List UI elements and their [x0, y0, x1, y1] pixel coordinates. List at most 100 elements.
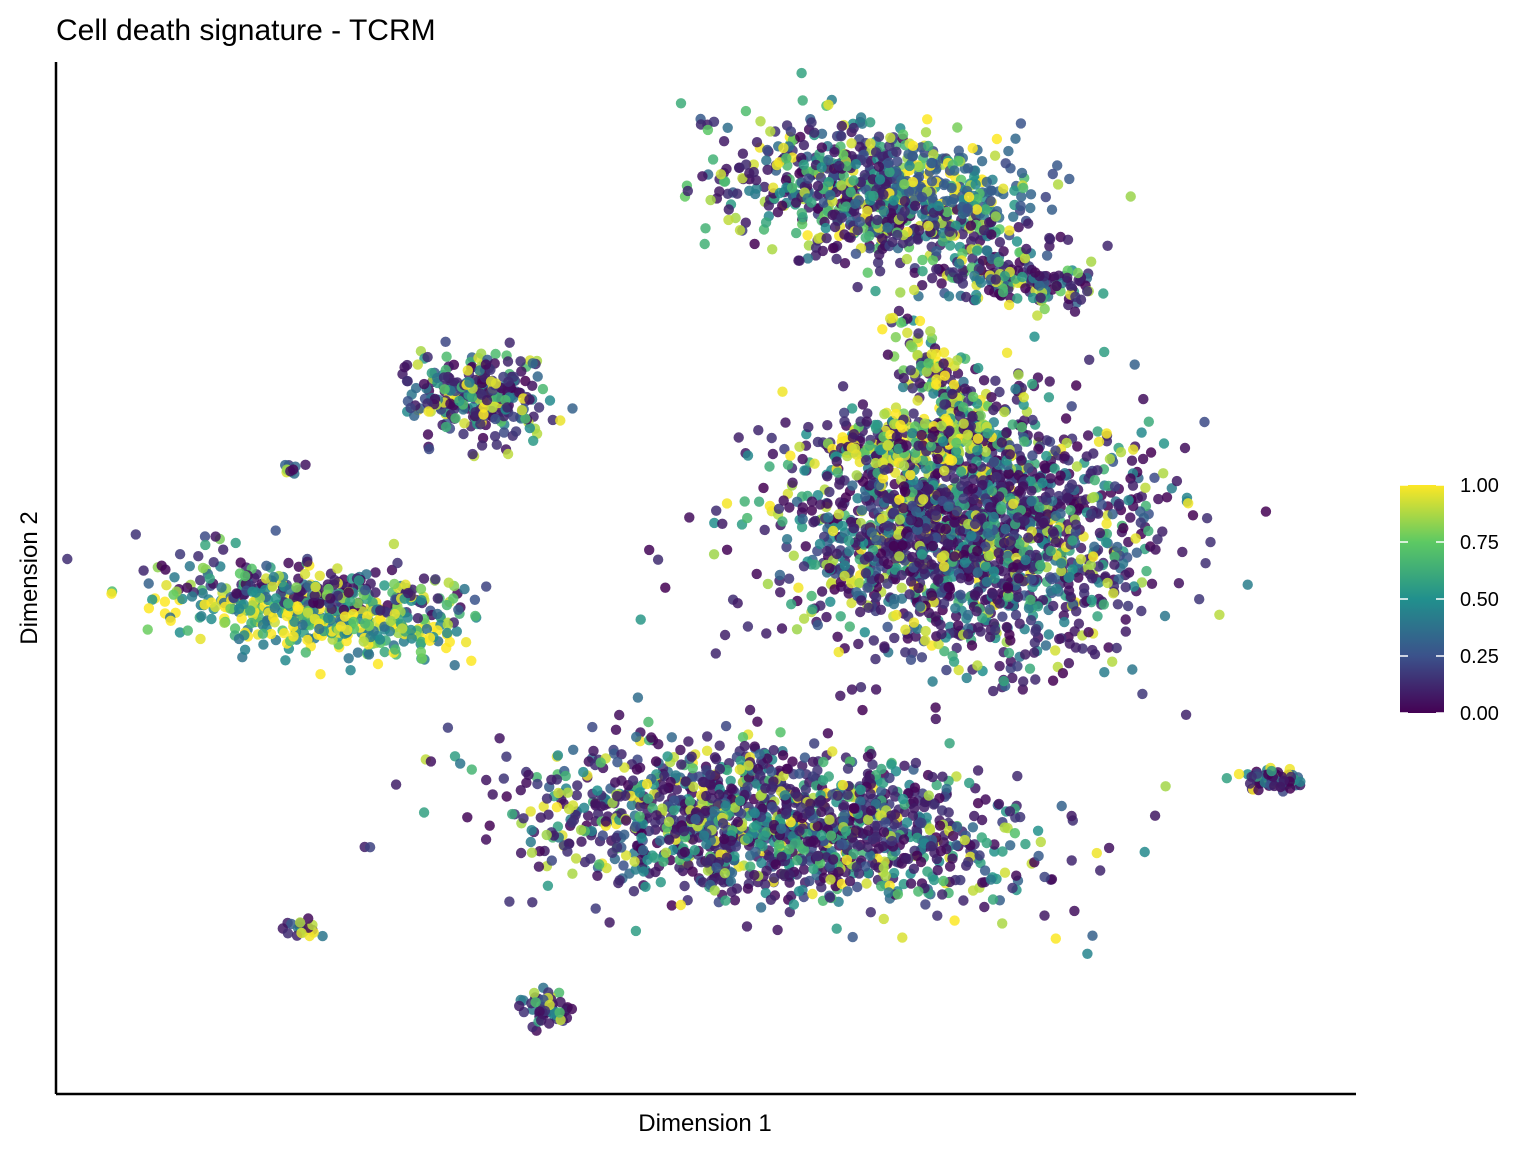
cell-point: [1051, 280, 1062, 292]
cell-point: [1183, 498, 1194, 509]
cell-point: [1120, 582, 1131, 593]
cell-point: [314, 570, 325, 581]
cell-point: [742, 621, 754, 632]
cell-point: [862, 205, 873, 217]
cell-point: [829, 221, 841, 233]
cell-point: [165, 615, 176, 626]
cell-point: [1026, 496, 1037, 507]
cell-point: [862, 408, 873, 419]
cell-point: [874, 573, 885, 584]
cell-point: [1047, 168, 1059, 180]
cell-point: [1143, 416, 1155, 427]
cell-point: [652, 554, 664, 565]
cell-point: [998, 675, 1010, 687]
cell-point: [370, 587, 381, 598]
cell-point: [970, 179, 981, 190]
cell-point: [926, 559, 937, 570]
cell-point: [210, 601, 221, 613]
cell-point: [850, 159, 862, 170]
cell-point: [470, 610, 481, 622]
cell-point: [524, 394, 535, 405]
cell-point: [997, 287, 1009, 298]
cell-point: [1051, 583, 1062, 594]
cell-point: [895, 419, 906, 431]
cell-point: [916, 192, 928, 203]
cell-point: [168, 589, 179, 600]
cell-point: [1052, 160, 1063, 171]
cell-point: [707, 154, 719, 165]
cell-point: [856, 505, 868, 516]
cell-point: [809, 738, 820, 749]
cell-point: [106, 588, 117, 599]
cell-point: [1087, 573, 1098, 584]
cell-point: [787, 477, 798, 488]
cell-point: [931, 264, 942, 275]
cell-point: [1016, 422, 1027, 433]
cell-point: [415, 646, 427, 658]
cell-point: [1150, 544, 1161, 555]
cell-point: [786, 599, 797, 610]
cell-point: [1089, 475, 1101, 486]
cell-point: [831, 456, 842, 467]
cell-point: [714, 186, 725, 197]
cell-point: [1064, 571, 1075, 583]
cell-point: [759, 524, 770, 536]
cell-point: [1199, 416, 1210, 428]
cell-point: [818, 197, 830, 208]
cell-point: [323, 612, 334, 624]
cell-point: [1035, 292, 1046, 303]
cell-point: [967, 143, 978, 154]
cell-point: [193, 551, 204, 562]
cell-point: [855, 112, 867, 123]
cell-point: [422, 351, 433, 363]
cell-point: [415, 583, 427, 595]
cell-point: [195, 633, 206, 645]
cell-point: [737, 148, 749, 159]
cell-point: [813, 233, 824, 244]
cell-point: [868, 635, 879, 646]
cell-point: [984, 217, 995, 228]
cell-point: [292, 604, 304, 615]
cell-point: [412, 359, 423, 370]
cell-point: [683, 736, 694, 747]
cell-point: [907, 428, 918, 439]
cell-point: [760, 217, 772, 228]
cell-point: [930, 702, 941, 713]
cell-point: [944, 738, 955, 749]
cell-point: [618, 860, 629, 871]
cell-point: [740, 105, 752, 117]
cell-point: [1138, 393, 1149, 405]
cell-point: [1101, 436, 1113, 447]
cell-point: [1000, 523, 1011, 535]
cell-point: [310, 581, 321, 593]
cell-point: [938, 347, 950, 358]
cell-point: [1118, 523, 1129, 534]
cell-point: [970, 294, 981, 306]
cell-point: [182, 625, 193, 636]
cell-point: [950, 603, 961, 614]
cell-point: [644, 544, 655, 556]
cell-point: [943, 501, 954, 512]
cell-point: [835, 690, 846, 701]
cell-point: [1161, 492, 1173, 503]
cell-point: [1101, 537, 1112, 548]
cell-point: [946, 182, 957, 194]
cell-point: [973, 362, 984, 374]
cell-point: [799, 465, 810, 476]
cell-point: [773, 503, 785, 514]
cell-point: [527, 380, 538, 391]
cell-point: [142, 624, 153, 635]
cell-point: [1153, 493, 1164, 505]
cell-point: [955, 573, 967, 584]
cell-point: [551, 802, 563, 813]
cell-point: [204, 573, 215, 584]
cell-point: [481, 395, 493, 406]
cell-point: [1044, 376, 1055, 387]
cell-point: [1127, 480, 1139, 491]
cell-point: [1000, 158, 1011, 169]
cell-point: [797, 502, 808, 513]
cell-point: [980, 794, 991, 805]
cell-point: [1179, 442, 1191, 454]
cell-point: [762, 578, 774, 590]
cell-point: [851, 470, 862, 481]
